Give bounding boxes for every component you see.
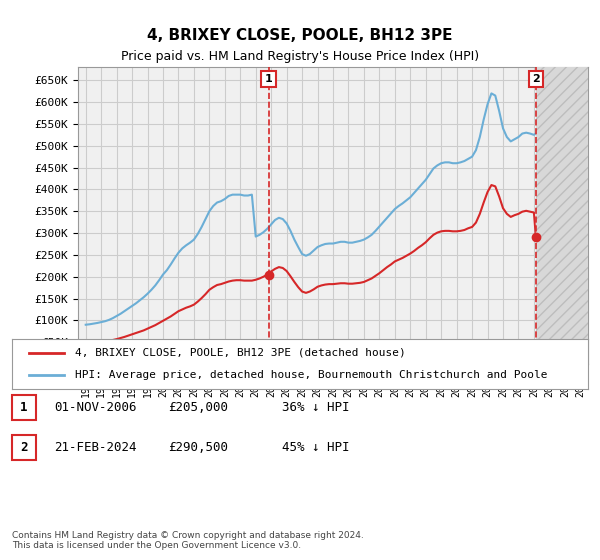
Text: Price paid vs. HM Land Registry's House Price Index (HPI): Price paid vs. HM Land Registry's House … (121, 50, 479, 63)
Text: HPI: Average price, detached house, Bournemouth Christchurch and Poole: HPI: Average price, detached house, Bour… (76, 370, 548, 380)
Text: 36% ↓ HPI: 36% ↓ HPI (282, 400, 349, 414)
Text: 2: 2 (20, 441, 28, 454)
Text: 1: 1 (265, 74, 272, 84)
Text: 01-NOV-2006: 01-NOV-2006 (54, 400, 137, 414)
Text: 2: 2 (532, 74, 540, 84)
Text: 1: 1 (20, 400, 28, 414)
Bar (536, 67, 588, 364)
Text: £290,500: £290,500 (168, 441, 228, 454)
Text: Contains HM Land Registry data © Crown copyright and database right 2024.
This d: Contains HM Land Registry data © Crown c… (12, 530, 364, 550)
Bar (536, 67, 588, 364)
Text: 45% ↓ HPI: 45% ↓ HPI (282, 441, 349, 454)
Text: 4, BRIXEY CLOSE, POOLE, BH12 3PE (detached house): 4, BRIXEY CLOSE, POOLE, BH12 3PE (detach… (76, 348, 406, 358)
Text: £205,000: £205,000 (168, 400, 228, 414)
Text: 21-FEB-2024: 21-FEB-2024 (54, 441, 137, 454)
Text: 4, BRIXEY CLOSE, POOLE, BH12 3PE: 4, BRIXEY CLOSE, POOLE, BH12 3PE (147, 28, 453, 43)
